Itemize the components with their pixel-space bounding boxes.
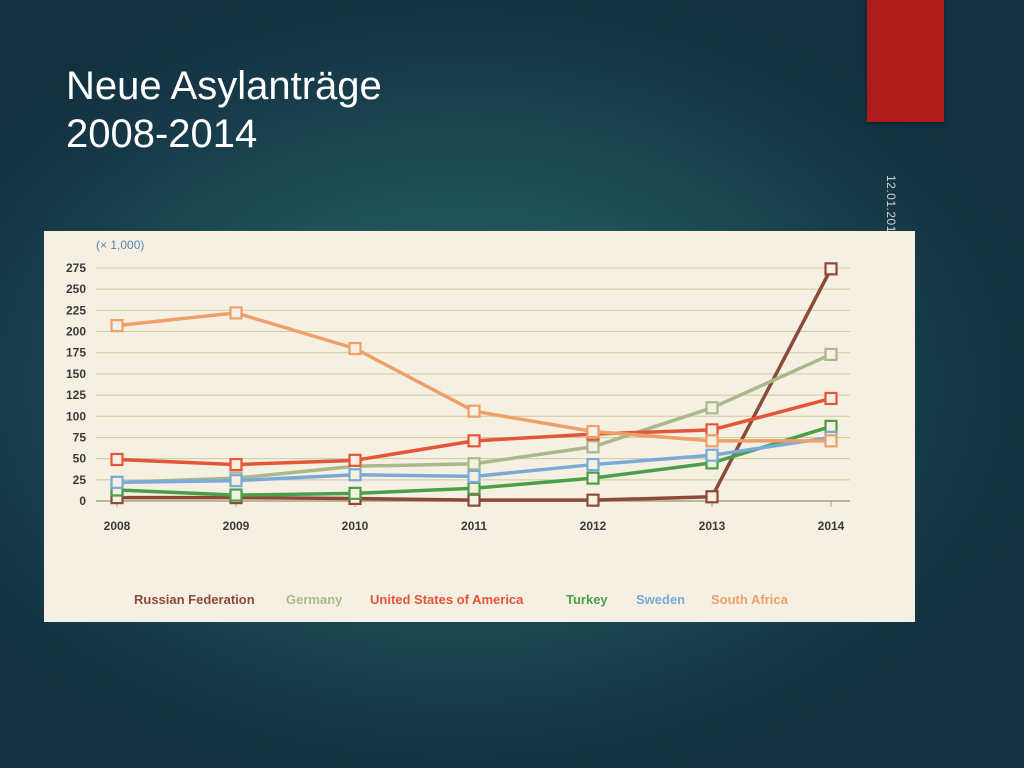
data-point [467, 404, 481, 418]
accent-bar [867, 0, 944, 122]
legend-entry: South Africa [711, 592, 789, 607]
y-tick-label: 175 [66, 346, 86, 360]
legend-entry: Turkey [566, 592, 608, 607]
slide-title-line-2: 2008-2014 [66, 112, 258, 156]
data-point [824, 434, 838, 448]
chart-panel: (× 1,000) 0 25 50 75 100 125 150 175 200 225 250 27… [44, 231, 915, 622]
data-point [348, 453, 362, 467]
x-tick-label: 2014 [818, 519, 845, 533]
y-tick-label: 250 [66, 282, 86, 296]
data-point [229, 488, 243, 502]
data-point [705, 423, 719, 437]
data-point [467, 481, 481, 495]
data-point [586, 457, 600, 472]
data-point [824, 391, 838, 406]
data-point [229, 457, 243, 472]
data-point [705, 448, 719, 462]
data-point [586, 424, 600, 439]
line-chart: (× 1,000) 0 25 50 75 100 125 150 175 200 225 250 27… [66, 238, 850, 607]
data-point [229, 474, 243, 488]
data-point [467, 493, 481, 507]
slide-title-line-1: Neue Asylanträge [66, 64, 382, 108]
legend-entry: Sweden [636, 592, 685, 607]
data-point [348, 341, 362, 356]
x-tick-label: 2010 [342, 519, 369, 533]
y-tick-label: 225 [66, 303, 86, 317]
data-point [824, 347, 838, 362]
legend: Russian Federation Germany United States o… [134, 592, 789, 607]
data-point [705, 490, 719, 504]
legend-entry: Russian Federation [134, 592, 255, 607]
series-lines [110, 262, 838, 507]
y-tick-label: 25 [73, 473, 87, 487]
data-point [467, 457, 481, 471]
data-point [586, 440, 600, 454]
y-tick-label: 275 [66, 261, 86, 275]
y-tick-label: 50 [73, 452, 87, 466]
slide-date: 12.01.2018 [884, 175, 898, 241]
unit-label: (× 1,000) [96, 238, 144, 252]
x-tick-label: 2013 [699, 519, 726, 533]
y-tick-label: 75 [73, 430, 87, 444]
y-tick-label: 0 [79, 494, 86, 508]
data-point [586, 493, 600, 507]
x-tick-label: 2012 [580, 519, 607, 533]
data-point [110, 475, 124, 489]
y-axis-ticks: 0 25 50 75 100 125 150 175 200 225 250 275 [66, 261, 86, 508]
series-group [110, 419, 838, 502]
series-group [110, 306, 838, 448]
y-tick-label: 125 [66, 388, 86, 402]
y-tick-label: 200 [66, 325, 86, 339]
x-tick-label: 2011 [461, 519, 487, 533]
data-point [348, 468, 362, 482]
data-point [110, 452, 124, 467]
y-tick-label: 150 [66, 367, 86, 381]
data-point [229, 306, 243, 320]
data-point [705, 401, 719, 415]
data-point [586, 471, 600, 485]
data-point [467, 469, 481, 484]
data-point [348, 486, 362, 500]
data-point [467, 434, 481, 448]
data-point [824, 419, 838, 434]
series-line [115, 311, 833, 443]
x-tick-label: 2009 [223, 519, 250, 533]
y-tick-label: 100 [66, 409, 86, 423]
slide-title: Neue Asylanträge 2008-2014 [66, 62, 382, 158]
legend-entry: Germany [286, 592, 343, 607]
data-point [110, 319, 124, 333]
data-point [824, 262, 838, 276]
data-point [705, 434, 719, 448]
x-axis-ticks: 2008 2009 2010 2011 2012 2013 2014 [104, 501, 845, 533]
x-tick-label: 2008 [104, 519, 131, 533]
legend-entry: United States of America [370, 592, 524, 607]
